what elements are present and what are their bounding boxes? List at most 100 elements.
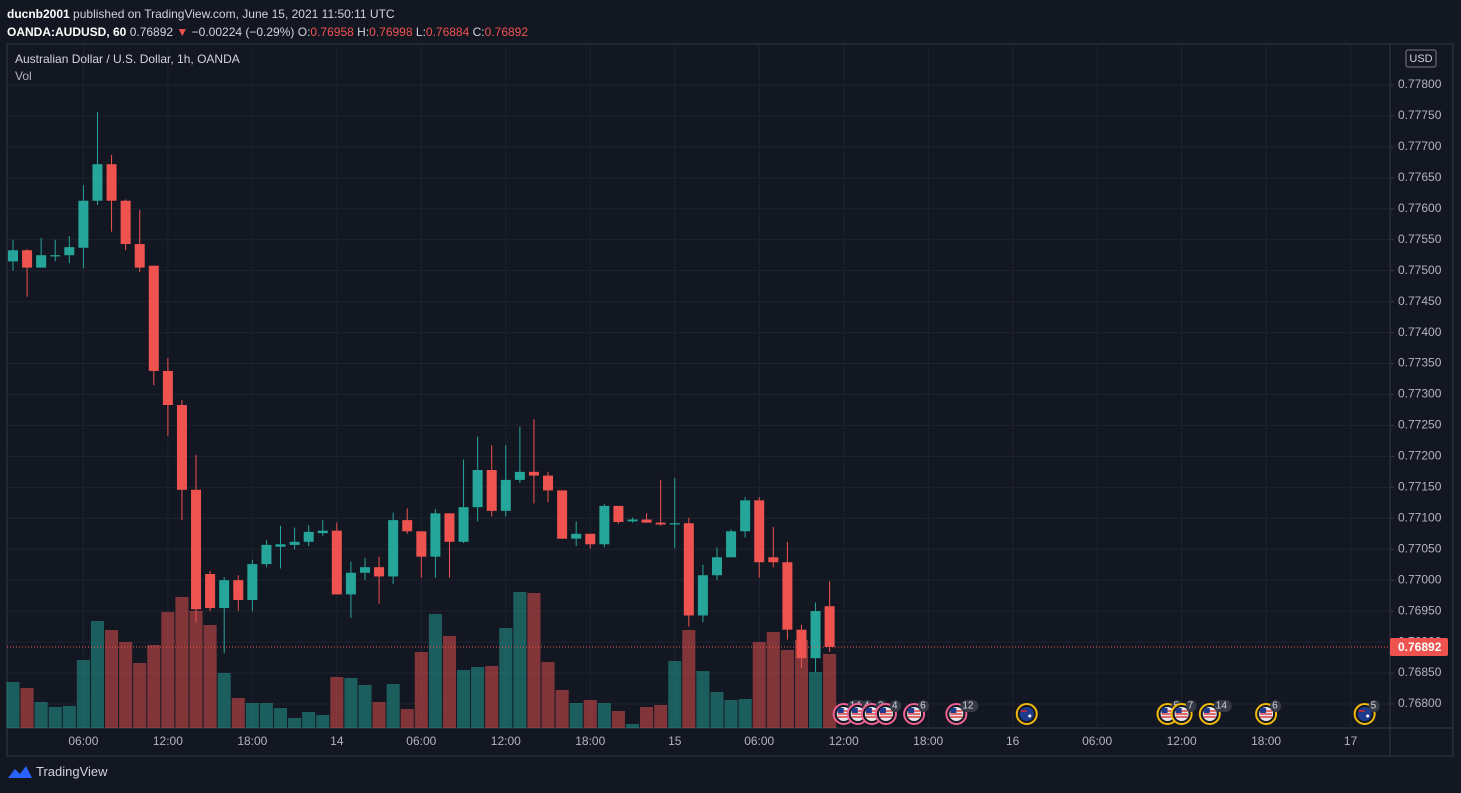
candle-body: [810, 611, 821, 659]
candle-body: [472, 469, 483, 508]
event-marker[interactable]: 4: [874, 700, 901, 725]
volume-bar: [400, 709, 414, 728]
event-count: 4: [892, 701, 898, 712]
x-tick-label: 12:00: [491, 734, 521, 748]
candle-body: [317, 530, 328, 534]
event-flag: [1019, 707, 1034, 721]
candle-body: [148, 265, 159, 371]
event-count: 6: [1272, 701, 1278, 712]
y-tick-label: 0.77400: [1398, 325, 1442, 339]
volume-bar: [231, 698, 245, 728]
candle-body: [486, 469, 497, 511]
event-marker[interactable]: 5: [1353, 700, 1380, 725]
candle-body: [557, 490, 568, 539]
currency-box[interactable]: [1405, 49, 1437, 68]
volume-bar: [668, 661, 682, 728]
candle-body: [669, 523, 680, 525]
y-tick-label: 0.77500: [1398, 263, 1442, 277]
l: 0.76884: [425, 25, 470, 39]
candle-body: [134, 244, 145, 268]
volume-bar: [682, 630, 696, 728]
candle-body: [233, 580, 244, 600]
volume-bar: [105, 630, 119, 728]
flag-canton: [1203, 708, 1210, 713]
volume-bar: [386, 684, 400, 728]
x-tick-label: 16: [1006, 734, 1020, 748]
candle-body: [528, 471, 539, 476]
flag-canton: [879, 708, 886, 713]
volume-bar: [372, 702, 386, 728]
candle-body: [176, 405, 187, 490]
volume-bar: [752, 642, 766, 728]
volume-bar: [6, 682, 20, 728]
candle-body: [22, 250, 33, 268]
candle-body: [7, 250, 18, 262]
x-tick-label: 12:00: [1167, 734, 1197, 748]
event-count-bg: [889, 700, 901, 712]
candle-body: [782, 562, 793, 630]
candle-body: [191, 489, 202, 610]
volume-bar: [724, 700, 738, 728]
volume-bar: [738, 699, 752, 728]
event-marker[interactable]: 14: [1198, 700, 1232, 725]
flag-canton: [851, 708, 858, 713]
ohlc-line: OANDA:AUDUSD, 60 0.76892 ▼ −0.00224 (−0.…: [7, 23, 528, 41]
volume-bar: [133, 663, 147, 728]
x-tick-label: 17: [1344, 734, 1358, 748]
author[interactable]: ducnb2001: [7, 7, 70, 21]
volume-bar: [696, 671, 710, 728]
volume-bar: [485, 666, 499, 728]
x-tick-label: 06:00: [406, 734, 436, 748]
y-tick-label: 0.77250: [1398, 418, 1442, 432]
c-label: C:: [472, 25, 485, 39]
candle-body: [711, 557, 722, 576]
y-tick-label: 0.76800: [1398, 696, 1442, 710]
event-count-bg: [918, 700, 930, 712]
x-tick-label: 06:00: [1082, 734, 1112, 748]
y-tick-label: 0.77100: [1398, 510, 1442, 524]
last-price-label: 0.76892: [1398, 640, 1442, 654]
c: 0.76892: [484, 25, 529, 39]
volume-bar: [710, 692, 724, 728]
candle-body: [697, 575, 708, 616]
x-tick-label: 14: [330, 734, 344, 748]
volume-bar: [555, 690, 569, 728]
y-tick-label: 0.77000: [1398, 572, 1442, 586]
volume: [6, 592, 837, 728]
volume-bar: [119, 642, 133, 728]
last-price-tag: [1390, 638, 1448, 657]
candle-body: [627, 519, 638, 522]
y-tick-label: 0.77800: [1398, 77, 1442, 91]
event-marker[interactable]: [1015, 703, 1038, 725]
volume-bar: [189, 611, 203, 728]
logo: [8, 765, 32, 778]
brand[interactable]: TradingView: [36, 764, 108, 779]
volume-bar: [76, 660, 90, 728]
candle-body: [444, 513, 455, 542]
volume-bar: [583, 700, 597, 728]
event-marker[interactable]: 7: [1170, 700, 1197, 725]
x-tick-label: 06:00: [68, 734, 98, 748]
event-marker[interactable]: 6: [903, 700, 930, 725]
candle-body: [289, 541, 300, 545]
currency-label: USD: [1409, 53, 1432, 65]
volume-bar: [259, 703, 273, 728]
volume-bar: [499, 628, 513, 728]
x-tick-label: 18:00: [575, 734, 605, 748]
candle-body: [374, 567, 385, 577]
volume-bar: [20, 688, 34, 728]
volume-bar: [428, 614, 442, 728]
event-count-bg: [960, 700, 979, 712]
flag-canton: [950, 708, 957, 713]
event-count-bg: [1185, 700, 1197, 712]
chart: 0.768000.768500.769000.769500.770000.770…: [6, 43, 1454, 757]
volume-bar: [316, 715, 330, 728]
event-count-bg: [1368, 700, 1380, 712]
event-marker[interactable]: 6: [1255, 700, 1282, 725]
y-tick-label: 0.77550: [1398, 232, 1442, 246]
volume-bar: [541, 662, 555, 728]
candle-body: [683, 523, 694, 616]
event-marker[interactable]: 12: [945, 700, 979, 725]
volume-bar: [161, 612, 175, 728]
y-tick-label: 0.77450: [1398, 294, 1442, 308]
